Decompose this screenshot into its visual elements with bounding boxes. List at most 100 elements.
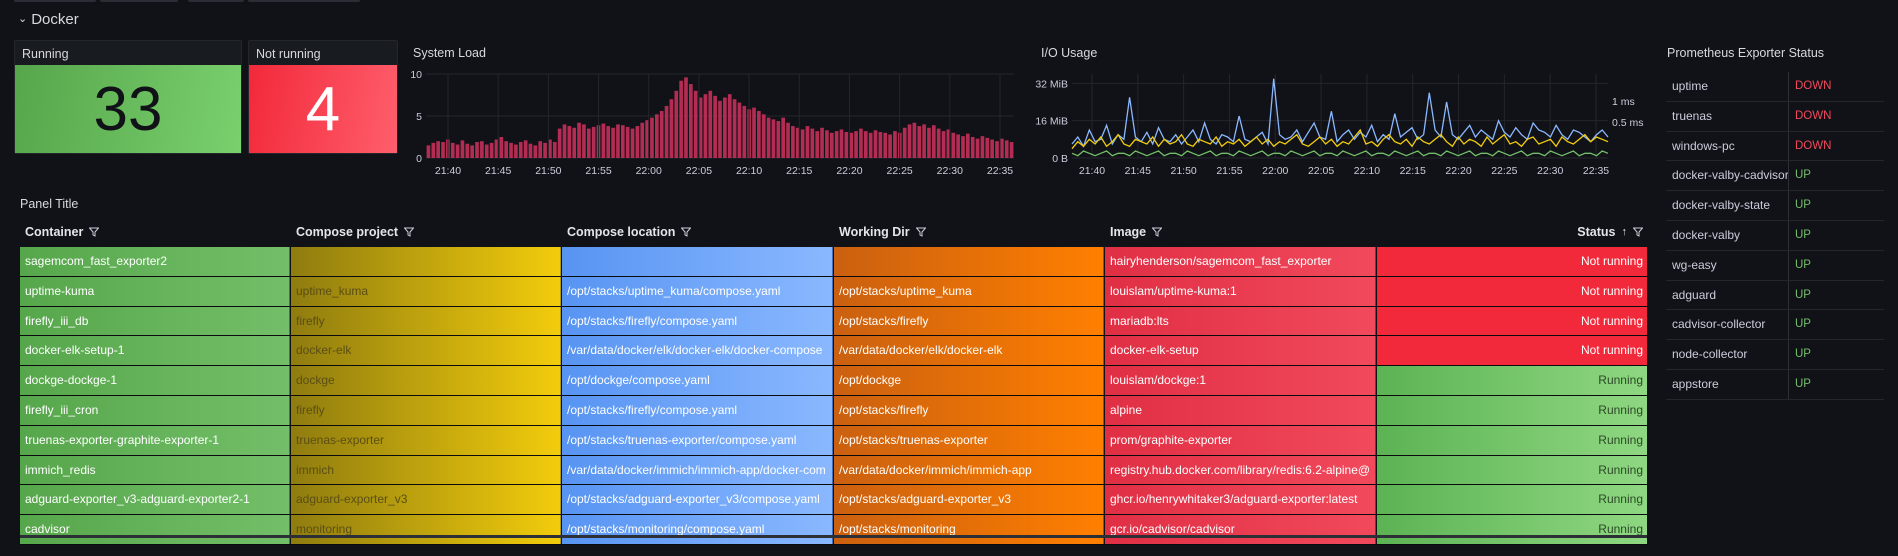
cell-compose-project: firefly bbox=[291, 395, 561, 425]
cell-container: dockge-dockge-1 bbox=[20, 366, 290, 395]
cell-image: mariadb:lts bbox=[1105, 306, 1376, 336]
not-running-panel[interactable]: Not running 4 bbox=[248, 40, 398, 154]
cell-container: adguard-exporter_v3-adguard-exporter2-1 bbox=[20, 485, 290, 515]
bar bbox=[727, 94, 732, 158]
x-tick-label: 22:05 bbox=[686, 165, 712, 177]
exporter-status-panel[interactable]: Prometheus Exporter Status bbox=[1660, 40, 1890, 540]
filter-icon[interactable] bbox=[1152, 227, 1163, 237]
column-header-compose-project[interactable]: Compose project bbox=[296, 225, 415, 239]
table-row[interactable]: sagemcom_fast_exporter2 hairyhenderson/sa… bbox=[20, 247, 1647, 277]
bar bbox=[854, 131, 858, 158]
cell-container: sagemcom_fast_exporter2 bbox=[20, 247, 290, 276]
bar bbox=[620, 125, 625, 158]
column-header-image[interactable]: Image bbox=[1110, 225, 1163, 239]
exporter-name: truenas bbox=[1666, 101, 1789, 131]
system-load-chart: 0 5 10 21:40 21:45 21:50 21:55 22:00 22:05 22:10 2… bbox=[410, 69, 1014, 177]
column-header-status[interactable]: Status ↑ bbox=[1577, 225, 1643, 239]
bar bbox=[995, 141, 999, 158]
filter-icon[interactable] bbox=[681, 227, 692, 237]
table-row[interactable]: docker-elk-setup-1 docker-elk/var/data/do… bbox=[20, 336, 1647, 367]
io-usage-panel[interactable]: I/O Usage 0 B 16 MiB 32 MiB 0.5 ms 1 ms 21:40… bbox=[1034, 40, 1654, 186]
exporter-name: docker-valby-state bbox=[1666, 191, 1789, 220]
cell-working-dir: /var/data/docker/immich/immich-app bbox=[834, 455, 1104, 485]
table-row[interactable]: dockge-dockge-1 dockge/opt/dockge/compose… bbox=[20, 366, 1647, 396]
table-row[interactable]: firefly_iii_db firefly/opt/stacks/firefly… bbox=[20, 306, 1647, 337]
chevron-down-icon: ⌄ bbox=[18, 13, 28, 25]
cell-compose-project bbox=[291, 247, 561, 276]
table-body: sagemcom_fast_exporter2 hairyhenderson/sa… bbox=[20, 247, 1647, 545]
bar bbox=[703, 94, 708, 158]
x-tick-label: 21:50 bbox=[535, 165, 561, 177]
column-header-working-dir[interactable]: Working Dir bbox=[839, 225, 926, 239]
bar bbox=[543, 142, 547, 158]
exporter-status: UP bbox=[1795, 348, 1811, 361]
bar bbox=[625, 126, 630, 158]
table-row[interactable]: adguard-exporter_v3-adguard-exporter2-1 a… bbox=[20, 485, 1647, 516]
exporter-name: windows-pc bbox=[1666, 131, 1789, 161]
bar bbox=[907, 124, 912, 158]
bar bbox=[630, 128, 635, 158]
panel-title: Running bbox=[22, 47, 69, 61]
series-line bbox=[1071, 128, 1609, 150]
bar bbox=[465, 143, 470, 158]
exporter-name: node-collector bbox=[1666, 340, 1789, 369]
cell-compose-location: /opt/stacks/adguard-exporter_v3/compose.… bbox=[562, 485, 833, 515]
bar bbox=[518, 142, 523, 158]
filter-icon[interactable] bbox=[1633, 227, 1643, 237]
cell-image: ghcr.io/henrywhitaker3/adguard-exporter:… bbox=[1105, 485, 1376, 515]
row-title: Docker bbox=[31, 11, 79, 28]
series-line bbox=[1071, 78, 1609, 148]
table-row[interactable]: immich_redis immich/var/data/docker/immic… bbox=[20, 455, 1647, 486]
column-header-container[interactable]: Container bbox=[25, 225, 100, 239]
bar bbox=[480, 141, 484, 158]
cell-working-dir: /opt/stacks/firefly bbox=[834, 306, 1104, 336]
filter-icon[interactable] bbox=[404, 227, 415, 237]
sort-ascending-icon: ↑ bbox=[1621, 226, 1628, 238]
horizontal-scrollbar[interactable] bbox=[20, 535, 1647, 538]
column-header-compose-location[interactable]: Compose location bbox=[567, 225, 692, 239]
table-row[interactable]: firefly_iii_cron firefly/opt/stacks/firef… bbox=[20, 395, 1647, 426]
cell-image: gcr.io/cadvisor/cadvisor bbox=[1105, 515, 1376, 544]
tab-stub bbox=[188, 0, 244, 2]
running-panel[interactable]: Running 33 bbox=[14, 40, 242, 154]
cell-image: docker-elk-setup bbox=[1105, 336, 1376, 366]
tab-stub bbox=[248, 0, 360, 2]
bar bbox=[781, 117, 786, 158]
panel-title: Prometheus Exporter Status bbox=[1667, 46, 1825, 60]
cell-image: prom/graphite-exporter bbox=[1105, 425, 1376, 455]
bar bbox=[761, 114, 766, 158]
exporter-name: adguard bbox=[1666, 280, 1789, 310]
x-tick-label: 22:30 bbox=[937, 165, 963, 177]
exporter-row: uptime DOWN bbox=[1666, 72, 1884, 102]
bar bbox=[757, 110, 761, 158]
bar bbox=[470, 145, 474, 158]
table-row[interactable]: cadvisor monitoring/opt/stacks/monitoring… bbox=[20, 515, 1647, 545]
exporter-row: docker-valby-state UP bbox=[1666, 191, 1884, 221]
bar bbox=[669, 99, 674, 158]
bar bbox=[771, 119, 776, 158]
bar bbox=[538, 141, 543, 158]
table-row[interactable]: truenas-exporter-graphite-exporter-1 true… bbox=[20, 425, 1647, 456]
bar bbox=[868, 132, 873, 158]
cell-compose-location: /opt/stacks/truenas-exporter/compose.yam… bbox=[562, 425, 833, 455]
exporter-name: wg-easy bbox=[1666, 250, 1789, 280]
cell-status: Not running bbox=[1377, 247, 1647, 276]
y-tick-label: 0 bbox=[416, 153, 422, 165]
bar bbox=[693, 90, 698, 158]
bar bbox=[567, 126, 572, 158]
filter-icon[interactable] bbox=[915, 227, 926, 237]
exporter-status: UP bbox=[1795, 288, 1811, 301]
exporter-name: cadvisor-collector bbox=[1666, 310, 1789, 340]
cell-working-dir: /var/data/docker/elk/docker-elk bbox=[834, 336, 1104, 366]
y-tick-label: 0 B bbox=[1052, 153, 1068, 165]
table-row[interactable]: uptime-kuma uptime_kuma/opt/stacks/uptime… bbox=[20, 276, 1647, 307]
bar bbox=[484, 144, 489, 158]
exporter-row: truenas DOWN bbox=[1666, 101, 1884, 132]
bar bbox=[961, 136, 965, 158]
system-load-panel[interactable]: System Load 0 5 10 21:40 21:45 21:50 21:55 22:0… bbox=[406, 40, 1026, 186]
cell-working-dir: /opt/stacks/firefly bbox=[834, 395, 1104, 425]
filter-icon[interactable] bbox=[89, 227, 100, 237]
row-toggle-docker[interactable]: ⌄ Docker bbox=[18, 11, 79, 28]
exporter-row: docker-valby-cadvisor UP bbox=[1666, 161, 1884, 192]
cell-working-dir: /opt/stacks/truenas-exporter bbox=[834, 425, 1104, 455]
